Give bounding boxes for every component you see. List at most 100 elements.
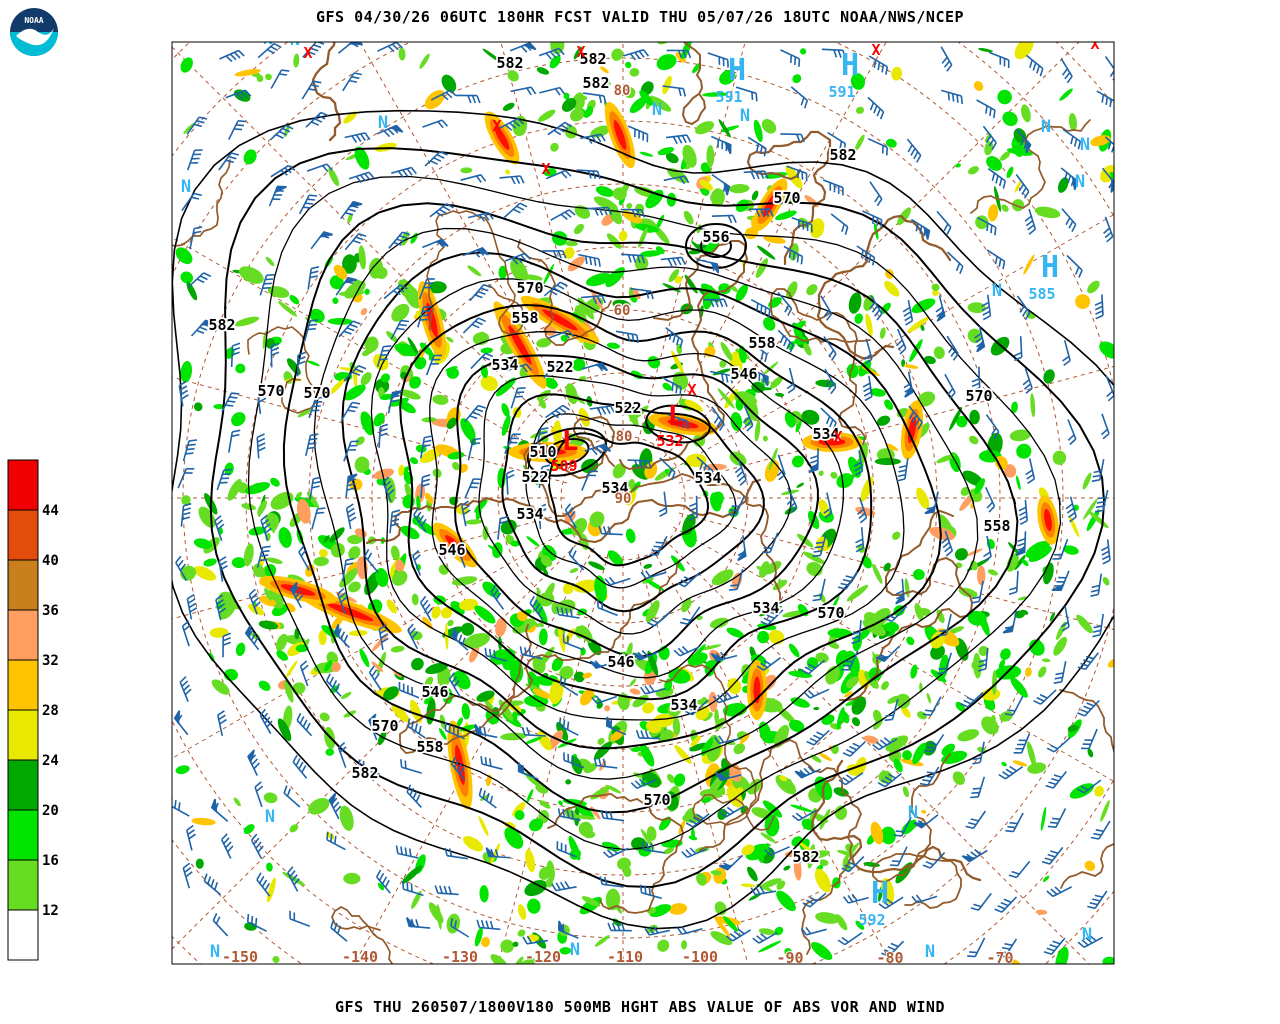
- chart-footer-title: GFS THU 260507/1800V180 500MB HGHT ABS V…: [335, 998, 945, 1016]
- contour-label: 546: [607, 653, 634, 671]
- vorticity-max-marker: X: [541, 160, 550, 178]
- vorticity-max-marker: X: [492, 117, 501, 135]
- colorbar-label: 20: [42, 803, 59, 819]
- contour-label: 570: [257, 382, 284, 400]
- vorticity-min-marker: N: [1080, 135, 1090, 155]
- vorticity-min-marker: N: [908, 803, 918, 823]
- vorticity-min-marker: N: [263, 29, 273, 49]
- vorticity-max-marker: X: [303, 44, 312, 62]
- vorticity-min-marker: N: [181, 177, 191, 197]
- graticule-latitude-label: 90: [615, 491, 632, 507]
- low-center-marker: L: [562, 424, 579, 457]
- vorticity-min-marker: N: [1082, 925, 1092, 945]
- colorbar-segment: [7, 759, 39, 811]
- contour-label: 570: [773, 189, 800, 207]
- colorbar-segment: [7, 559, 39, 611]
- graticule-latitude-label: 60: [614, 303, 631, 319]
- high-center-marker: H: [871, 876, 889, 911]
- vorticity-max-marker: X: [1090, 35, 1099, 53]
- colorbar-label: 12: [42, 903, 59, 919]
- map-frame: [171, 41, 1115, 965]
- vorticity-min-marker: N: [265, 807, 275, 827]
- colorbar-segment: [7, 609, 39, 661]
- vorticity-max-marker: X: [833, 428, 842, 446]
- contour-label: 534: [516, 505, 543, 523]
- colorbar-segment: [7, 809, 39, 861]
- graticule-longitude-label: -110: [607, 948, 643, 966]
- colorbar-segment: [7, 459, 39, 511]
- contour-label: 556: [702, 228, 729, 246]
- vorticity-min-marker: N: [740, 106, 750, 126]
- contour-label: 534: [670, 696, 697, 714]
- wind-barb-layer: [172, 42, 1114, 958]
- low-center-marker: L: [668, 399, 685, 432]
- contour-label: 570: [817, 604, 844, 622]
- colorbar-segment: [7, 909, 39, 961]
- vorticity-min-marker: N: [570, 940, 580, 960]
- contour-label: 582: [579, 50, 606, 68]
- contour-layer: [172, 109, 1114, 930]
- colorbar-label: 28: [42, 703, 59, 719]
- contour-label: 546: [421, 683, 448, 701]
- contour-label: 570: [303, 384, 330, 402]
- vorticity-min-marker: N: [1075, 172, 1085, 192]
- contour-label: 570: [371, 717, 398, 735]
- graticule-longitude-label: -80: [876, 949, 903, 967]
- contour-label: 546: [730, 365, 757, 383]
- graticule-latitude-label: 80: [614, 83, 631, 99]
- high-center-value: 591: [715, 88, 742, 106]
- contour-label: 534: [752, 599, 779, 617]
- contour-label: 582: [582, 74, 609, 92]
- vorticity-min-marker: N: [992, 281, 1002, 301]
- contour-label: 582: [496, 54, 523, 72]
- contour-label: 570: [965, 387, 992, 405]
- low-center-value: 532: [656, 432, 683, 450]
- high-center-value: 591: [828, 83, 855, 101]
- vorticity-min-marker: N: [378, 113, 388, 133]
- graticule-longitude-label: -100: [682, 948, 718, 966]
- colorbar-label: 36: [42, 603, 59, 619]
- contour-label: 582: [208, 316, 235, 334]
- contour-label: 534: [491, 356, 518, 374]
- contour-label: 570: [516, 279, 543, 297]
- contour-label: 522: [521, 468, 548, 486]
- colorbar-label: 32: [42, 653, 59, 669]
- vorticity-min-marker: N: [210, 942, 220, 962]
- noaa-logo-text: NOAA: [24, 16, 43, 25]
- colorbar: 44 40 36 32 28 24 20 16 12: [7, 459, 59, 961]
- contour-label: 570: [643, 791, 670, 809]
- contour-label: 546: [438, 541, 465, 559]
- colorbar-segment: [7, 709, 39, 761]
- graticule-longitude-label: -150: [222, 948, 258, 966]
- colorbar-segment: [7, 659, 39, 711]
- contour-label: 558: [416, 738, 443, 756]
- vorticity-min-marker: N: [652, 100, 662, 120]
- contour-label: 534: [812, 425, 839, 443]
- high-center-marker: H: [841, 48, 859, 83]
- graticule-longitude-label: -70: [986, 949, 1013, 967]
- vorticity-min-marker: N: [290, 30, 300, 50]
- colorbar-label: 44: [42, 503, 59, 519]
- high-center-value: 592: [858, 911, 885, 929]
- graticule-longitude-label: -140: [342, 948, 378, 966]
- contour-label: 558: [983, 517, 1010, 535]
- colorbar-segment: [7, 859, 39, 911]
- contour-label: 582: [792, 848, 819, 866]
- colorbar-label: 16: [42, 853, 59, 869]
- vorticity-max-marker: X: [576, 43, 585, 61]
- vorticity-min-marker: N: [925, 942, 935, 962]
- colorbar-label: 40: [42, 553, 59, 569]
- vorticity-max-marker: X: [871, 41, 880, 59]
- contour-label: 558: [511, 309, 538, 327]
- high-center-value: 585: [1028, 285, 1055, 303]
- high-center-marker: H: [1041, 250, 1059, 285]
- contour-label: 534: [601, 479, 628, 497]
- colorbar-segment: [7, 509, 39, 561]
- vorticity-min-marker: N: [1041, 117, 1051, 137]
- colorbar-label: 24: [42, 753, 59, 769]
- contour-label: 522: [546, 358, 573, 376]
